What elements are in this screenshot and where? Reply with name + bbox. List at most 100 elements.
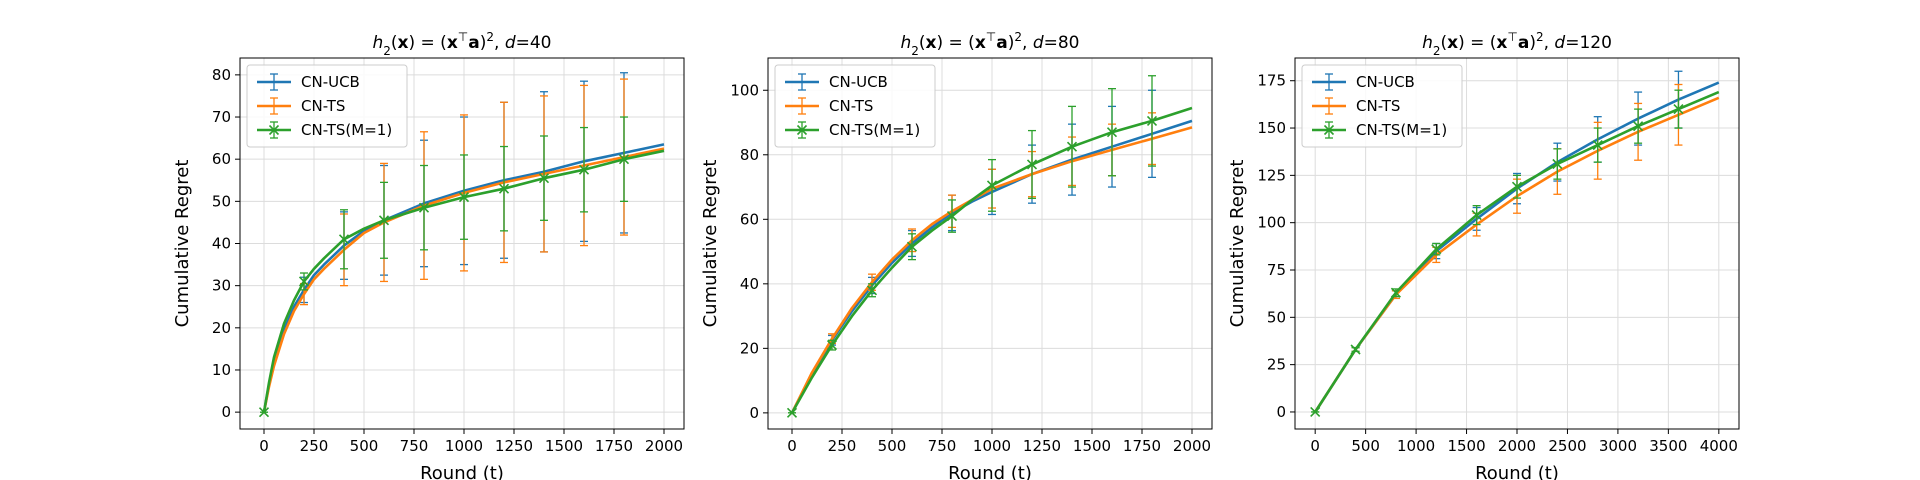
y-tick-label: 60 bbox=[740, 210, 759, 228]
x-tick-label: 250 bbox=[300, 437, 329, 455]
point-marker bbox=[1673, 104, 1684, 115]
x-tick-label: 1750 bbox=[595, 437, 633, 455]
x-tick-label: 250 bbox=[828, 437, 857, 455]
y-tick-label: 0 bbox=[221, 403, 231, 421]
point-marker bbox=[1106, 127, 1118, 138]
x-tick-label: 1000 bbox=[973, 437, 1011, 455]
x-tick-label: 1250 bbox=[1023, 437, 1061, 455]
point-marker bbox=[1592, 140, 1603, 151]
axes-frame bbox=[767, 57, 1213, 430]
y-tick-label: 30 bbox=[212, 277, 231, 295]
legend: CN-UCB CN-TS CN-TS(M=1) bbox=[1301, 64, 1463, 148]
y-tick-label: 50 bbox=[212, 192, 231, 210]
y-tick-label: 175 bbox=[1257, 72, 1286, 90]
x-axis-label: Round (t) bbox=[948, 463, 1032, 480]
y-tick-label: 60 bbox=[212, 150, 231, 168]
x-tick-label: 2000 bbox=[645, 437, 683, 455]
x-tick-label: 1000 bbox=[1397, 437, 1435, 455]
legend-label: CN-TS bbox=[301, 97, 345, 115]
point-marker bbox=[458, 192, 470, 203]
x-tick-label: 1000 bbox=[445, 437, 483, 455]
point-marker bbox=[578, 164, 590, 175]
y-tick-label: 50 bbox=[1267, 308, 1286, 326]
point-marker bbox=[538, 173, 550, 184]
axes-frame bbox=[239, 57, 685, 430]
y-axis-label: Cumulative Regret bbox=[700, 160, 721, 328]
point-marker bbox=[946, 211, 958, 222]
x-tick-label: 500 bbox=[350, 437, 379, 455]
chart-panel-2: 0 250 500 750 1000 1250 1500 1750 2000 0 20 40 60 80 1… bbox=[700, 30, 1213, 480]
y-tick-label: 20 bbox=[212, 319, 231, 337]
y-tick-label: 70 bbox=[212, 108, 231, 126]
point-marker bbox=[906, 241, 918, 252]
legend-marker bbox=[268, 124, 280, 136]
point-marker bbox=[1026, 159, 1038, 170]
legend-label: CN-UCB bbox=[829, 73, 888, 91]
chart-title: h2(x) = (x⊤a)2, d=120 bbox=[1422, 30, 1612, 58]
x-tick-label: 750 bbox=[928, 437, 957, 455]
point-marker bbox=[1146, 115, 1158, 126]
x-tick-label: 4000 bbox=[1700, 437, 1738, 455]
axes-frame bbox=[1294, 57, 1740, 430]
point-marker bbox=[1633, 121, 1644, 132]
point-marker bbox=[866, 285, 878, 296]
x-tick-label: 2500 bbox=[1548, 437, 1586, 455]
series-line-CN-TS bbox=[790, 126, 1193, 414]
chart-title: h2(x) = (x⊤a)2, d=40 bbox=[372, 30, 551, 58]
point-marker bbox=[1350, 344, 1361, 355]
x-axis-label: Round (t) bbox=[1475, 463, 1559, 480]
y-tick-label: 125 bbox=[1257, 166, 1286, 184]
plot-area bbox=[786, 75, 1193, 418]
legend-label: CN-TS bbox=[829, 97, 873, 115]
legend: CN-UCB CN-TS CN-TS(M=1) bbox=[774, 64, 936, 148]
point-marker bbox=[418, 202, 430, 213]
y-tick-label: 80 bbox=[740, 146, 759, 164]
x-axis-label: Round (t) bbox=[420, 463, 504, 480]
point-marker bbox=[378, 215, 390, 226]
point-marker bbox=[1066, 141, 1078, 152]
x-tick-label: 1500 bbox=[1073, 437, 1111, 455]
y-tick-label: 40 bbox=[740, 275, 759, 293]
y-tick-label: 20 bbox=[740, 339, 759, 357]
point-marker bbox=[258, 407, 270, 418]
x-tick-label: 2000 bbox=[1173, 437, 1211, 455]
series-line-CN-TS bbox=[262, 147, 665, 413]
y-tick-label: 25 bbox=[1267, 356, 1286, 374]
y-tick-label: 80 bbox=[212, 66, 231, 84]
point-marker bbox=[618, 154, 630, 165]
plot-area bbox=[258, 72, 665, 418]
chart-panel-1: 0 250 500 750 1000 1250 1500 1750 2000 0 10 20 30 40 5… bbox=[172, 30, 685, 480]
x-tick-label: 750 bbox=[400, 437, 429, 455]
legend-label: CN-UCB bbox=[301, 73, 360, 91]
point-marker bbox=[1310, 406, 1321, 418]
point-marker bbox=[298, 276, 310, 287]
legend-frame bbox=[246, 64, 408, 148]
y-tick-label: 75 bbox=[1267, 261, 1286, 279]
x-tick-label: 500 bbox=[878, 437, 907, 455]
legend-label: CN-TS(M=1) bbox=[301, 121, 392, 139]
legend-label: CN-TS bbox=[1356, 97, 1400, 115]
x-tick-label: 3500 bbox=[1649, 437, 1687, 455]
legend-label: CN-TS(M=1) bbox=[829, 121, 920, 139]
legend-label: CN-TS(M=1) bbox=[1356, 121, 1447, 139]
chart-panel-3: 0 500 1000 1500 2000 2500 3000 3500 4000 0 25 50 75 1… bbox=[1227, 30, 1740, 480]
point-marker bbox=[826, 340, 838, 351]
y-tick-label: 100 bbox=[1257, 214, 1286, 232]
point-marker bbox=[1390, 287, 1401, 298]
legend-frame bbox=[1301, 64, 1463, 148]
x-tick-label: 500 bbox=[1351, 437, 1380, 455]
x-tick-label: 0 bbox=[259, 437, 269, 455]
x-tick-label: 2000 bbox=[1498, 437, 1536, 455]
y-tick-label: 0 bbox=[749, 404, 759, 422]
series-line-CN-UCB bbox=[790, 119, 1193, 414]
series-line-CN-TS(M=1) bbox=[790, 106, 1193, 414]
legend-label: CN-UCB bbox=[1356, 73, 1415, 91]
x-tick-label: 1750 bbox=[1123, 437, 1161, 455]
plot-area bbox=[1310, 70, 1720, 418]
y-tick-label: 100 bbox=[730, 81, 759, 99]
point-marker bbox=[498, 183, 510, 194]
point-marker bbox=[338, 234, 350, 245]
x-tick-label: 1500 bbox=[545, 437, 583, 455]
y-tick-label: 40 bbox=[212, 235, 231, 253]
y-tick-label: 150 bbox=[1257, 119, 1286, 137]
